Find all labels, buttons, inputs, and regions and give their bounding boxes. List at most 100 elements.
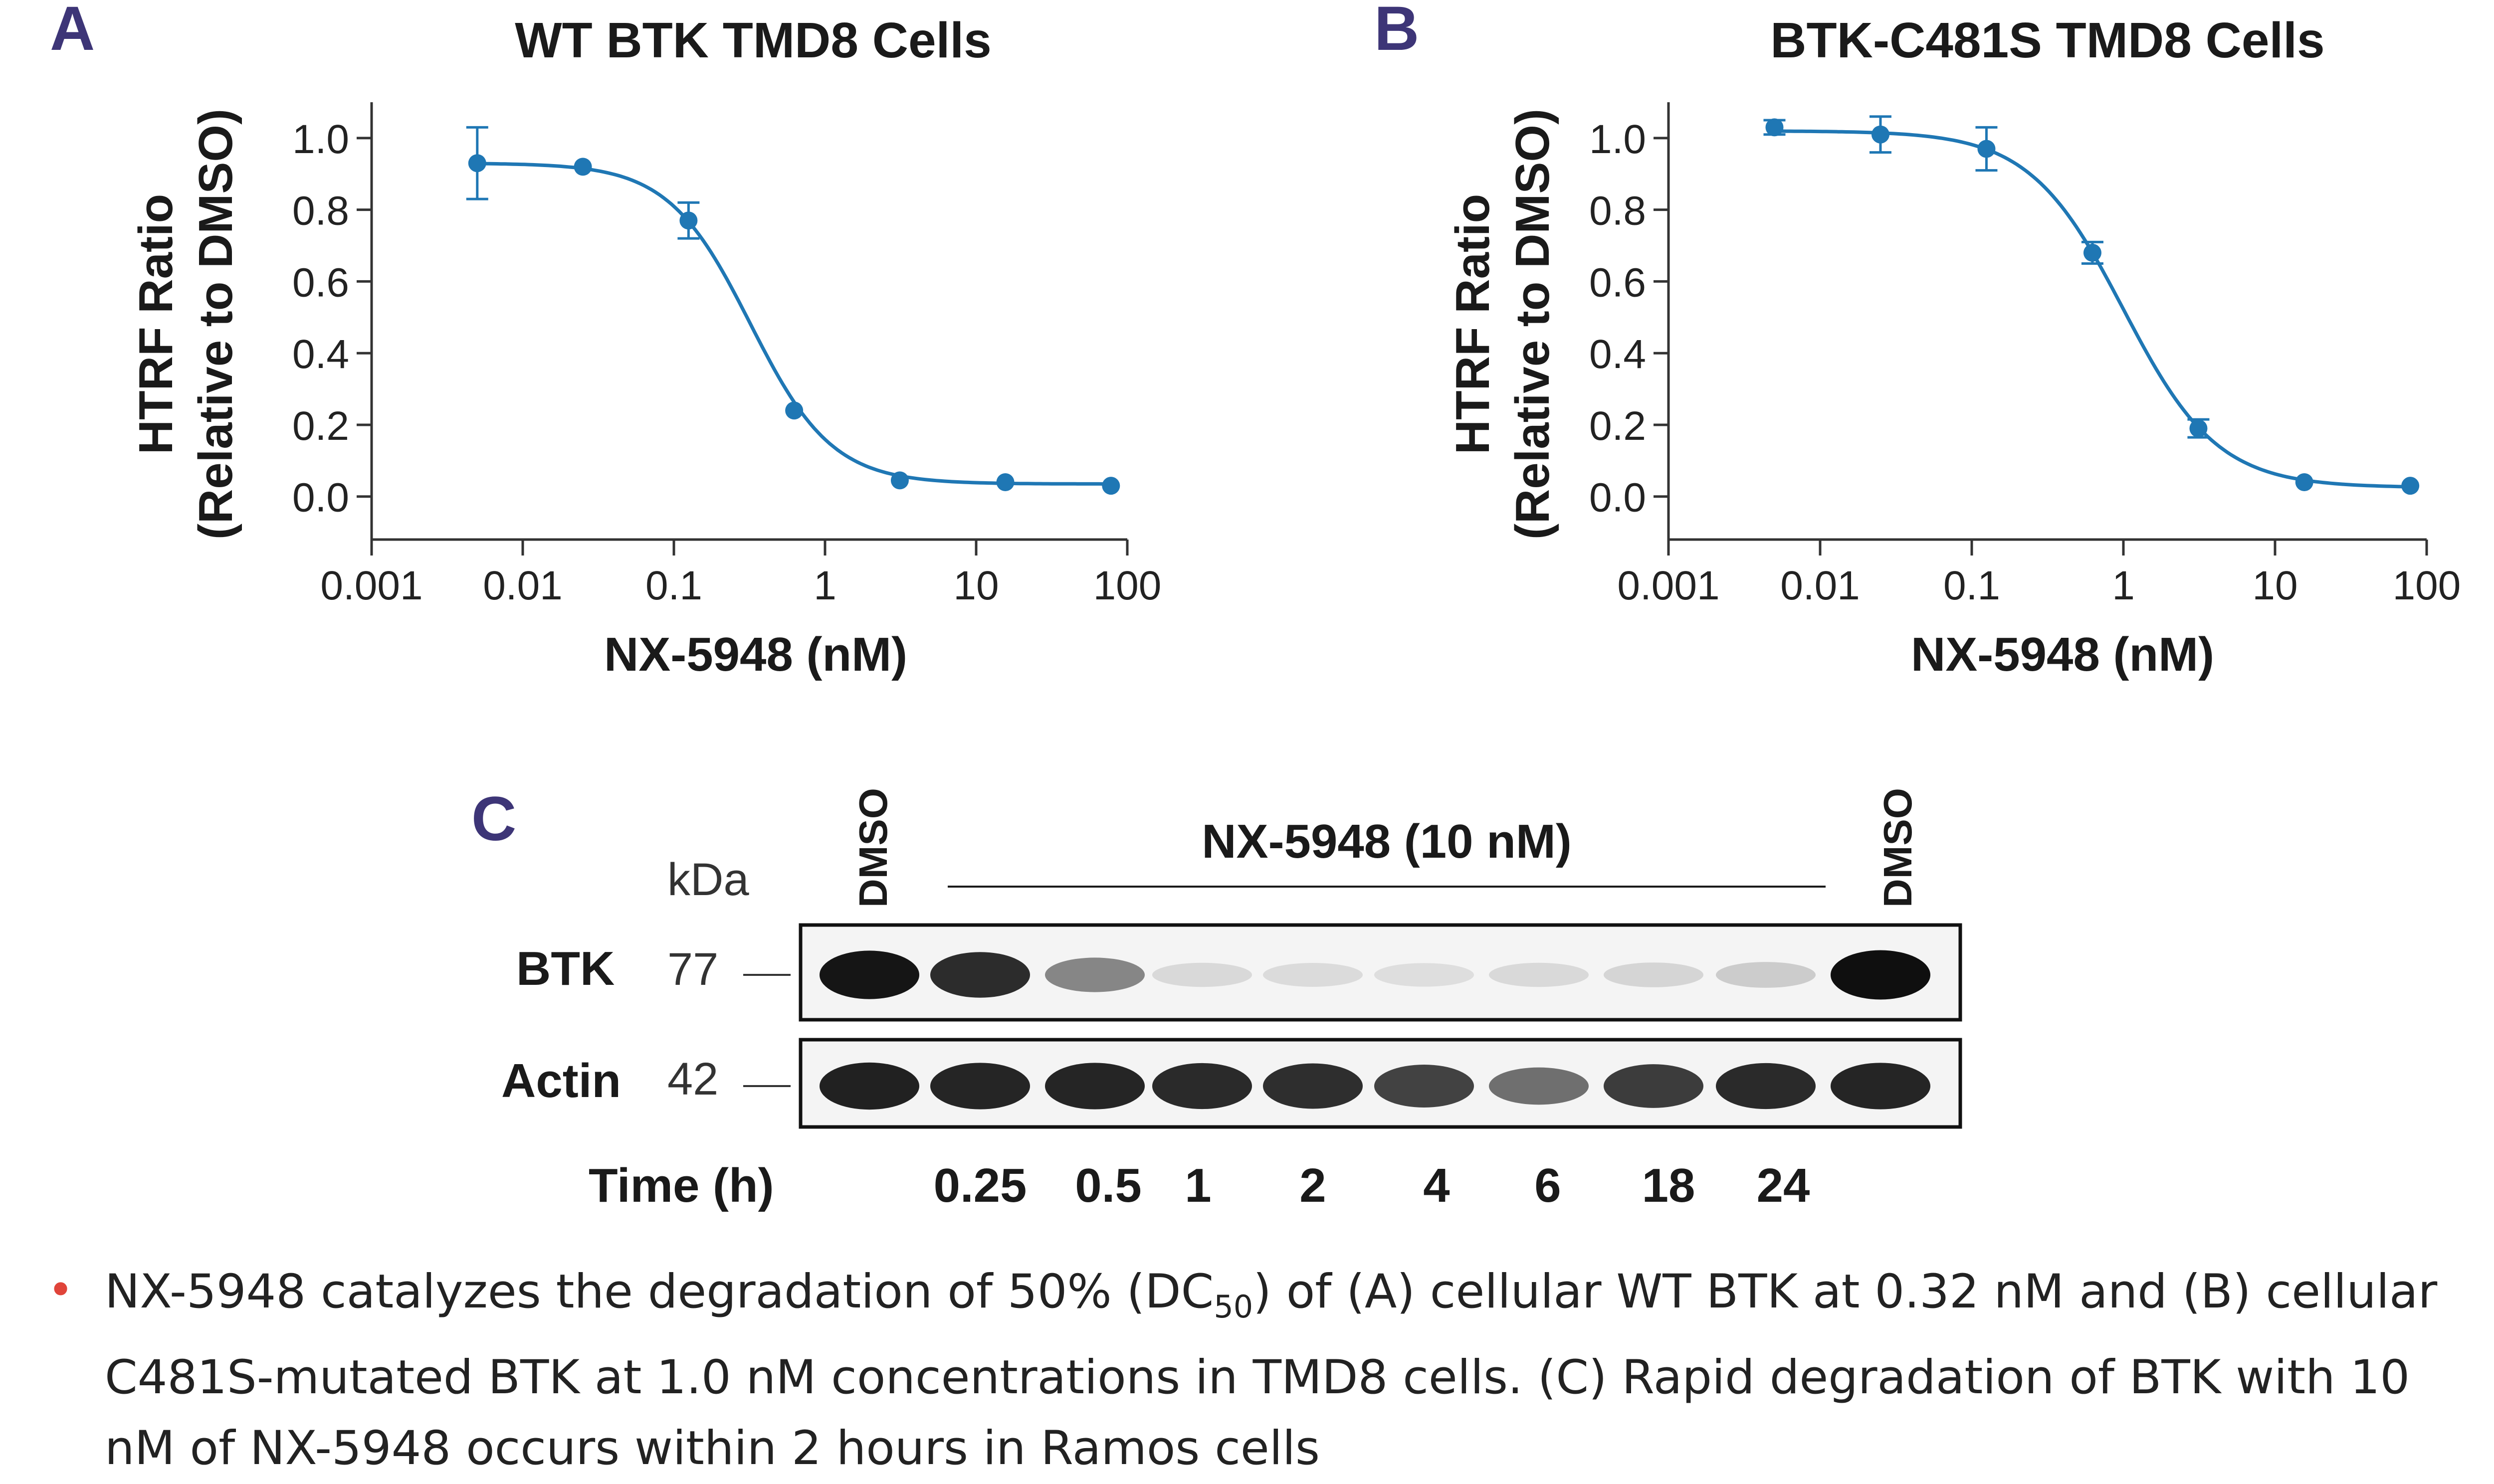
y-tick-label-b: 0.0 (1589, 475, 1646, 521)
y-axis-label-b: HTRF Ratio (Relative to DMSO) (1446, 109, 1559, 540)
time-value: 0.5 (1075, 1159, 1141, 1212)
caption-part2: ) of (A) cellular WT BTK at 0.32 nM and … (105, 1265, 2438, 1476)
x-tick-label-a: 1 (814, 563, 836, 608)
x-tick-label-b: 100 (2393, 563, 2461, 608)
x-tick-label-b: 0.01 (1780, 563, 1860, 608)
x-tick-label-b: 10 (2252, 563, 2297, 608)
band-btk-lane (1263, 963, 1363, 987)
x-axis-label-b: NX-5948 (nM) (1911, 628, 2214, 681)
plot-area-a: 0.0 0.2 0.4 0.6 0.8 1.0 0.001 0.01 0.1 1 10 100 (292, 102, 1161, 608)
time-value: 6 (1534, 1159, 1561, 1212)
caption-part1: NX-5948 catalyzes the degradation of 50%… (105, 1265, 1214, 1319)
plot-area-b: 0.0 0.2 0.4 0.6 0.8 1.0 0.001 0.01 0.1 1 10 100 (1589, 102, 2461, 608)
data-point-a (468, 154, 486, 173)
time-value: 0.25 (934, 1159, 1027, 1212)
kda-value-btk: 77 (667, 944, 718, 995)
band-btk-lane (1716, 962, 1816, 988)
y-tick-label-b: 0.6 (1589, 260, 1646, 305)
band-actin-lane (1489, 1067, 1589, 1105)
row-label-actin: Actin (501, 1054, 621, 1108)
time-value: 18 (1642, 1159, 1695, 1212)
y-tick-label-b: 0.2 (1589, 403, 1646, 449)
chart-title-a: WT BTK TMD8 Cells (515, 12, 992, 68)
x-tick-label-b: 0.1 (1943, 563, 2000, 608)
fit-curve-a (477, 162, 1111, 486)
data-point-b (1977, 140, 1996, 158)
band-actin-lane (1831, 1063, 1930, 1110)
time-value: 2 (1299, 1159, 1326, 1212)
band-btk-lane (1374, 963, 1474, 987)
x-tick-label-a: 0.01 (483, 563, 563, 608)
x-axis-label-a: NX-5948 (nM) (604, 628, 907, 681)
y-axis-label-b-line1: HTRF Ratio (1446, 194, 1499, 455)
band-btk-lane (1489, 962, 1589, 987)
row-label-btk: BTK (516, 942, 615, 995)
caption-bullet-icon: • (47, 1264, 74, 1316)
time-label: Time (h) (589, 1159, 774, 1212)
band-btk-lane (820, 950, 919, 999)
y-tick-label-b: 0.4 (1589, 332, 1646, 377)
band-btk-lane (1045, 957, 1145, 992)
y-tick-label-a: 0.2 (292, 403, 349, 449)
time-value: 4 (1423, 1159, 1450, 1212)
band-btk-lane (930, 952, 1030, 998)
band-btk-lane (1604, 962, 1703, 987)
caption-text: NX-5948 catalyzes the degradation of 50%… (105, 1257, 2449, 1484)
time-value: 24 (1757, 1159, 1810, 1212)
lane-label-dmso-last: DMSO (1875, 788, 1920, 908)
y-tick-label-b: 1.0 (1589, 117, 1646, 162)
band-actin-lane (1045, 1063, 1145, 1110)
panel-letter-a: A (50, 0, 95, 63)
data-point-b (1765, 118, 1784, 137)
blot-bands (820, 950, 1930, 1110)
panel-letter-b: B (1374, 0, 1419, 63)
band-actin-lane (1604, 1064, 1703, 1108)
lane-label-dmso-first: DMSO (851, 788, 895, 908)
data-point-b (2083, 243, 2101, 262)
x-tick-label-b: 0.001 (1617, 563, 1719, 608)
band-btk-lane (1831, 950, 1930, 1000)
band-actin-lane (1263, 1063, 1363, 1109)
fit-curve-b (1774, 129, 2411, 489)
band-actin-lane (1716, 1063, 1816, 1110)
x-tick-label-b: 1 (2112, 563, 2135, 608)
x-tick-label-a: 10 (953, 563, 999, 608)
kda-value-actin: 42 (667, 1054, 718, 1105)
y-tick-label-b: 0.8 (1589, 188, 1646, 234)
y-axis-label-a: HTRF Ratio (Relative to DMSO) (129, 109, 242, 540)
band-actin-lane (1152, 1063, 1252, 1110)
x-tick-label-a: 0.001 (320, 563, 422, 608)
band-btk-lane (1152, 962, 1252, 987)
data-point-b (2401, 477, 2420, 495)
chart-title-b: BTK-C481S TMD8 Cells (1770, 12, 2324, 68)
band-actin-lane (1374, 1065, 1474, 1108)
data-point-b (2189, 419, 2208, 438)
treatment-label: NX-5948 (10 nM) (1202, 815, 1572, 868)
y-axis-label-a-line2: (Relative to DMSO) (189, 109, 242, 540)
x-tick-label-a: 100 (1093, 563, 1162, 608)
x-tick-label-a: 0.1 (645, 563, 702, 608)
y-tick-label-a: 0.6 (292, 260, 349, 305)
band-actin-lane (930, 1063, 1030, 1110)
data-point-a (996, 473, 1015, 491)
y-axis-label-a-line1: HTRF Ratio (129, 194, 183, 455)
y-tick-label-a: 0.8 (292, 188, 349, 234)
y-tick-label-a: 1.0 (292, 117, 349, 162)
data-point-b (1871, 125, 1889, 144)
y-axis-label-b-line2: (Relative to DMSO) (1506, 109, 1559, 540)
band-actin-lane (820, 1062, 919, 1110)
data-point-a (785, 401, 804, 420)
data-point-a (1102, 477, 1120, 495)
panel-letter-c: C (471, 784, 516, 854)
y-tick-label-a: 0.0 (292, 475, 349, 521)
time-value: 1 (1185, 1159, 1211, 1212)
y-tick-label-a: 0.4 (292, 332, 349, 377)
data-point-a (679, 211, 698, 230)
data-point-b (2295, 473, 2313, 491)
data-point-a (890, 471, 909, 490)
kda-label: kDa (667, 854, 749, 905)
data-point-a (574, 158, 592, 176)
caption-subscript: 50 (1214, 1288, 1253, 1325)
